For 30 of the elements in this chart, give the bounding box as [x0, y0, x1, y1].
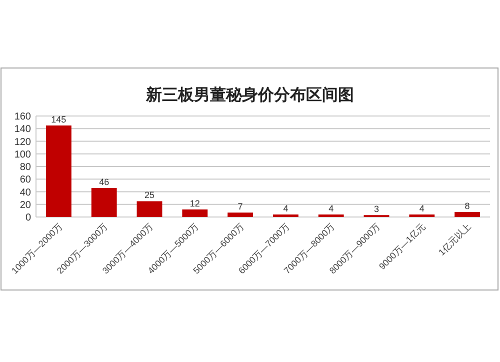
y-tick-label: 160 — [14, 112, 32, 122]
bar — [318, 214, 344, 217]
bar — [409, 214, 435, 217]
data-label: 145 — [51, 114, 66, 124]
bar — [454, 212, 480, 217]
bar — [228, 212, 254, 217]
data-label: 46 — [99, 176, 110, 187]
bar — [272, 214, 298, 217]
bar — [182, 209, 208, 217]
y-tick-label: 20 — [20, 200, 32, 211]
y-tick-label: 40 — [20, 187, 32, 198]
y-tick-label: 120 — [14, 136, 32, 148]
data-label: 4 — [419, 203, 424, 214]
y-tick-label: 100 — [14, 149, 32, 160]
bar — [136, 201, 162, 217]
y-tick-label: 140 — [14, 124, 32, 136]
data-label: 8 — [464, 200, 470, 211]
y-tick-label: 0 — [25, 212, 32, 224]
data-label: 12 — [190, 198, 200, 208]
bar — [46, 125, 72, 217]
data-label: 4 — [328, 203, 334, 214]
bar — [91, 188, 117, 217]
chart-title: 新三板男董秘身价分布区间图 — [145, 86, 354, 104]
data-label: 3 — [374, 204, 380, 214]
data-label: 4 — [283, 203, 288, 214]
data-label: 7 — [238, 202, 243, 212]
x-tick-label: 1亿元以上 — [436, 221, 473, 258]
y-tick-label: 60 — [20, 174, 32, 186]
y-tick-label: 80 — [20, 162, 32, 173]
data-label: 25 — [144, 190, 155, 200]
